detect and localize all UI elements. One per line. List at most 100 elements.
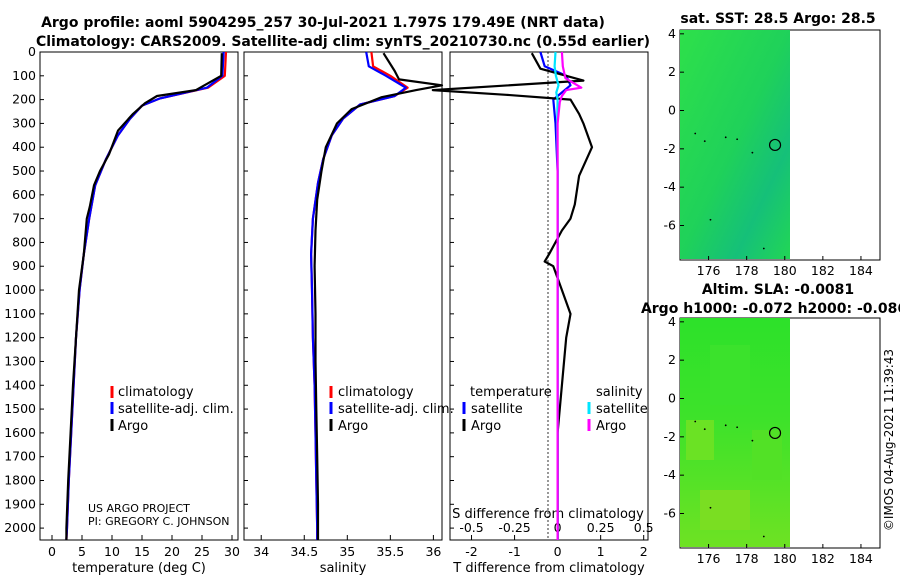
y-tick-label: 1400 <box>4 377 36 392</box>
temperature-xlabel: temperature (deg C) <box>72 561 206 576</box>
y-tick-label: 200 <box>12 92 36 107</box>
difference-xlabel: T difference from climatology <box>452 561 645 576</box>
x-tick-label: 0 <box>554 544 562 559</box>
island-speck <box>736 426 739 429</box>
y-tick-label: 600 <box>12 187 36 202</box>
y-tick-label: 1000 <box>4 282 36 297</box>
island-speck <box>762 247 765 250</box>
series-line-s-argo <box>556 51 583 540</box>
map-y-tick-label: -6 <box>664 218 677 233</box>
island-speck <box>709 506 712 509</box>
difference-panel <box>449 51 649 541</box>
legend-climatology-label: climatology <box>118 385 194 400</box>
salinity-panel <box>243 51 443 541</box>
difference-legend: temperature salinity satellite Argo sate… <box>462 385 648 434</box>
x-tick-label: 1 <box>597 544 605 559</box>
argo-float-marker <box>768 138 782 152</box>
x-tick-label: 20 <box>164 544 180 559</box>
temperature-panel <box>39 51 239 541</box>
series-line-argo <box>313 52 444 540</box>
map-y-tick-label: 4 <box>668 26 676 41</box>
legend-argo-label: Argo <box>118 419 148 434</box>
map-x-tick-label: 180 <box>773 551 797 566</box>
y-tick-label: 1700 <box>4 449 36 464</box>
island-speck <box>724 424 727 427</box>
diff-legend-sal-title: salinity <box>596 385 643 400</box>
diff-top-xlabel: S difference from climatology <box>452 507 644 522</box>
series-line-t-argo <box>431 52 594 540</box>
map-y-tick-label: 0 <box>668 391 676 406</box>
x-tick-label: 30 <box>224 544 240 559</box>
island-speck <box>709 218 712 221</box>
y-tick-label: 100 <box>12 68 36 83</box>
y-tick-label: 0 <box>28 44 36 59</box>
map-y-tick-label: 0 <box>668 103 676 118</box>
island-speck <box>736 138 739 141</box>
x-tick-label: 34 <box>253 544 269 559</box>
series-line-satellite-adj-clim- <box>310 51 407 540</box>
diff-legend-tsat-label: satellite <box>471 402 523 417</box>
project-line-1: US ARGO PROJECT <box>88 502 190 515</box>
island-speck <box>751 151 754 154</box>
temperature-legend: climatology satellite-adj. clim. Argo <box>110 385 234 434</box>
y-tick-label: 300 <box>12 115 36 130</box>
map-x-tick-label: 182 <box>811 263 835 278</box>
island-speck <box>694 420 697 423</box>
map-x-tick-label: 178 <box>735 263 759 278</box>
top-tick-label: 0.5 <box>634 520 654 535</box>
y-tick-label: 700 <box>12 211 36 226</box>
y-tick-label: 1800 <box>4 472 36 487</box>
legend-satellite-label: satellite-adj. clim. <box>118 402 234 417</box>
salinity-xlabel: salinity <box>320 561 367 576</box>
sst-field <box>680 30 790 259</box>
y-tick-label: 1900 <box>4 496 36 511</box>
project-line-2: PI: GREGORY C. JOHNSON <box>88 515 229 528</box>
x-tick-label: 35 <box>339 544 355 559</box>
x-tick-label: 34.5 <box>290 544 318 559</box>
y-tick-label: 900 <box>12 258 36 273</box>
island-speck <box>751 439 754 442</box>
sla-map-title: Altim. SLA: -0.0081 <box>702 282 854 298</box>
x-tick-label: 2 <box>640 544 648 559</box>
copyright-stamp: ©IMOS 04-Aug-2021 11:39:43 <box>882 349 896 531</box>
map-x-tick-label: 182 <box>811 551 835 566</box>
figure-title-1: Argo profile: aoml 5904295_257 30-Jul-20… <box>41 15 605 31</box>
sla-map-panel: Altim. SLA: -0.0081 Argo h1000: -0.072 h… <box>641 282 900 549</box>
island-speck <box>724 136 727 139</box>
y-tick-label: 1500 <box>4 401 36 416</box>
x-tick-label: 25 <box>194 544 210 559</box>
top-tick-label: 0.25 <box>587 520 615 535</box>
salinity-legend: climatology satellite-adj. clim. Argo <box>329 385 454 434</box>
x-tick-label: 35.5 <box>376 544 404 559</box>
map-y-tick-label: -2 <box>664 429 676 444</box>
map-y-tick-label: 2 <box>668 64 676 79</box>
diff-legend-sargo-label: Argo <box>596 419 626 434</box>
y-tick-label: 500 <box>12 163 36 178</box>
map-x-tick-label: 184 <box>849 263 873 278</box>
y-tick-label: 1200 <box>4 330 36 345</box>
sst-map-title: sat. SST: 28.5 Argo: 28.5 <box>680 11 875 27</box>
y-tick-label: 2000 <box>4 520 36 535</box>
argo-float-marker <box>768 426 782 440</box>
y-tick-label: 1100 <box>4 306 36 321</box>
x-tick-label: 10 <box>104 544 120 559</box>
figure-title-2: Climatology: CARS2009. Satellite-adj cli… <box>36 34 650 50</box>
island-speck <box>694 132 697 135</box>
y-tick-label: 1600 <box>4 425 36 440</box>
map-y-tick-label: -4 <box>664 467 677 482</box>
x-tick-label: 5 <box>78 544 86 559</box>
map-x-tick-label: 184 <box>849 551 873 566</box>
map-x-tick-label: 176 <box>697 263 721 278</box>
island-speck <box>703 140 706 143</box>
x-tick-label: 0 <box>48 544 56 559</box>
map-y-tick-label: -4 <box>664 179 677 194</box>
map-y-tick-label: -6 <box>664 506 677 521</box>
map-y-tick-label: 4 <box>668 314 676 329</box>
diff-legend-targo-label: Argo <box>471 419 501 434</box>
map-y-tick-label: -2 <box>664 141 676 156</box>
map-x-tick-label: 176 <box>697 551 721 566</box>
island-speck <box>762 535 765 538</box>
island-speck <box>703 428 706 431</box>
map-x-tick-label: 180 <box>773 263 797 278</box>
